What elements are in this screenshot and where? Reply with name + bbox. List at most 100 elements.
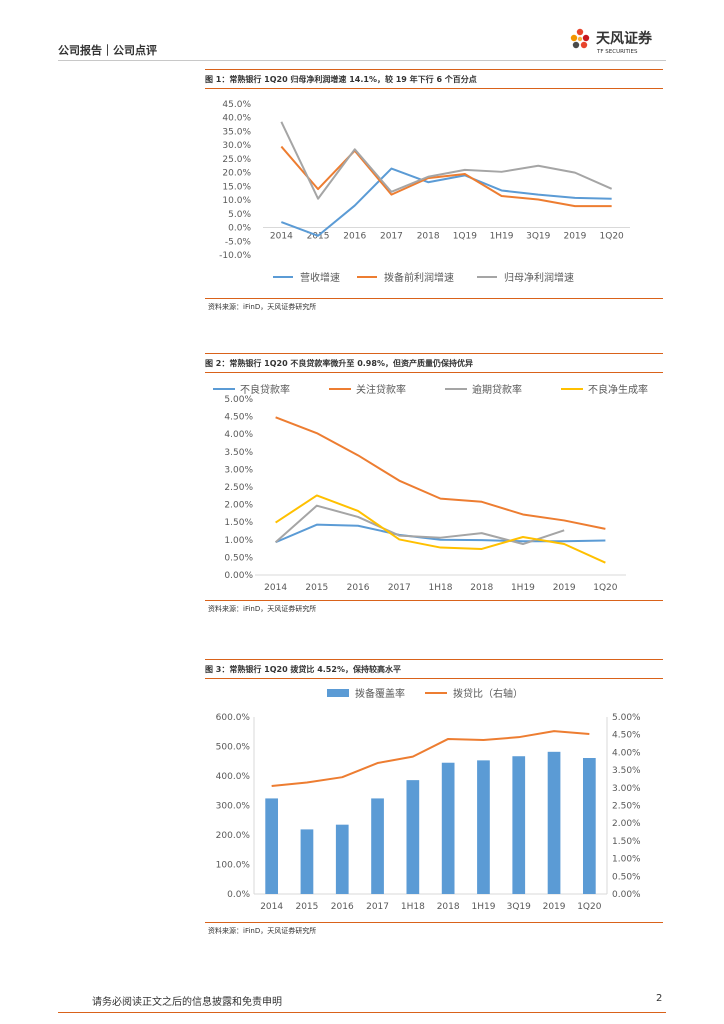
header-divider [58, 60, 666, 61]
x-tick-label: 1H19 [490, 232, 514, 242]
legend-label: 不良净生成率 [588, 383, 648, 396]
chart-3: 600.0% 500.0% 400.0% 300.0% 200.0% 100.0% 0.0%… [216, 687, 641, 912]
y-tick-label: 1.00% [224, 536, 253, 546]
x-tick-label: 2017 [366, 902, 389, 912]
y-tick-label: 100.0% [216, 861, 251, 871]
series-line-3 [274, 504, 565, 546]
x-tick-label: 3Q19 [507, 902, 532, 912]
y-tick-label: 15.0% [222, 182, 251, 192]
y-tick-label: 2.50% [224, 483, 253, 493]
y2-tick-label: 4.00% [612, 748, 641, 758]
y-tick-label: 0.00% [224, 571, 253, 581]
y-tick-label: 4.00% [224, 430, 253, 440]
x-tick-label: 2019 [553, 583, 576, 593]
x-tick-label: 2015 [305, 583, 328, 593]
figure-3-title: 图 3：常熟银行 1Q20 拨贷比 4.52%，保持较高水平 [205, 659, 663, 679]
bar [406, 780, 420, 894]
figure-3-source: 资料来源：iFinD，天风证券研究所 [208, 927, 317, 935]
y-tick-label: 30.0% [222, 141, 251, 151]
y2-tick-label: 3.00% [612, 784, 641, 794]
series-line-2 [275, 416, 606, 530]
y-tick-label: -5.0% [225, 237, 252, 247]
y-tick-label: 400.0% [216, 772, 251, 782]
legend-label: 拨备覆盖率 [355, 687, 405, 700]
y-tick-label: 5.00% [224, 395, 253, 405]
y-tick-label: 0.50% [224, 553, 253, 563]
x-tick-label: 2017 [388, 583, 411, 593]
y2-tick-label: 5.00% [612, 713, 641, 723]
y-tick-label: 10.0% [222, 196, 251, 206]
x-tick-label: 1Q20 [593, 583, 618, 593]
logo-flower-icon [570, 28, 590, 49]
logo-brand-cn: 天风证券 [596, 30, 653, 47]
y-tick-label: 3.00% [224, 465, 253, 475]
y-tick-label: 0.0% [228, 224, 251, 234]
chart-2: 5.00% 4.50% 4.00% 3.50% 3.00% 2.50% 2.00% 1.50%… [213, 383, 648, 593]
series-line-4 [275, 494, 606, 564]
logo-brand-en: TF SECURITIES [596, 49, 638, 55]
y-tick-label: 300.0% [216, 802, 251, 812]
legend-label: 关注贷款率 [356, 383, 406, 396]
chart-1: 45.0% 40.0% 35.0% 30.0% 25.0% 20.0% 15.0% 10.0%… [219, 100, 630, 284]
y-tick-label: 0.0% [227, 890, 250, 900]
figure-1-source: 资料来源：iFinD，天风证券研究所 [208, 303, 317, 311]
x-tick-label: 1H19 [471, 902, 495, 912]
y-tick-label: 35.0% [222, 127, 251, 137]
y2-tick-label: 1.50% [612, 837, 641, 847]
y2-tick-label: 0.50% [612, 872, 641, 882]
x-tick-label: 1Q20 [577, 902, 602, 912]
legend-label: 营收增速 [300, 271, 340, 284]
footer-disclaimer: 请务必阅读正文之后的信息披露和免责申明 [92, 997, 282, 1008]
y-tick-label: 1.50% [224, 518, 253, 528]
y2-tick-label: 2.00% [612, 819, 641, 829]
x-tick-label: 1Q19 [453, 232, 478, 242]
bar [335, 824, 349, 894]
x-tick-label: 2018 [437, 902, 460, 912]
series-line-ratio [271, 730, 590, 788]
y-tick-label: 40.0% [222, 114, 251, 124]
x-tick-label: 2016 [331, 902, 354, 912]
x-tick-label: 2015 [295, 902, 318, 912]
x-tick-label: 2018 [417, 232, 440, 242]
figure-1-divider [205, 298, 663, 299]
x-tick-label: 2016 [343, 232, 366, 242]
x-tick-label: 2017 [380, 232, 403, 242]
figure-2-source: 资料来源：iFinD，天风证券研究所 [208, 605, 317, 613]
x-tick-label: 1Q20 [600, 232, 625, 242]
x-tick-label: 2019 [543, 902, 566, 912]
x-tick-label: 2019 [563, 232, 586, 242]
y-tick-label: -10.0% [219, 251, 251, 261]
footer-divider [58, 1012, 666, 1013]
y-tick-label: 5.0% [228, 210, 251, 220]
series-line-3 [280, 121, 613, 200]
page-number: 2 [656, 993, 663, 1004]
y2-tick-label: 3.50% [612, 766, 641, 776]
bar [582, 758, 596, 894]
bar [547, 751, 561, 894]
x-tick-label: 1H19 [511, 583, 535, 593]
legend-label: 不良贷款率 [240, 383, 290, 396]
series-line-1 [280, 167, 612, 237]
legend-label: 拨贷比（右轴） [453, 687, 523, 700]
legend-swatch [327, 689, 349, 697]
y-tick-label: 2.00% [224, 501, 253, 511]
y-tick-label: 600.0% [216, 713, 251, 723]
bar [300, 829, 314, 894]
bar [477, 760, 490, 894]
figure-3-divider [205, 922, 663, 923]
legend-label: 拨备前利润增速 [384, 271, 454, 284]
bar [265, 798, 279, 894]
y-tick-label: 3.50% [224, 448, 253, 458]
y-tick-label: 45.0% [222, 100, 251, 110]
x-tick-label: 2014 [270, 232, 293, 242]
x-tick-label: 2014 [264, 583, 287, 593]
y-tick-label: 25.0% [222, 155, 251, 165]
y2-tick-label: 1.00% [612, 855, 641, 865]
x-tick-label: 2016 [347, 583, 370, 593]
x-tick-label: 1H18 [401, 902, 425, 912]
y2-tick-label: 0.00% [612, 890, 641, 900]
report-type-label: 公司报告｜公司点评 [58, 44, 157, 57]
figure-2-divider [205, 600, 663, 601]
figure-2-title: 图 2：常熟银行 1Q20 不良贷款率微升至 0.98%，但资产质量仍保持优异 [205, 353, 663, 373]
legend-label: 逾期贷款率 [472, 383, 522, 396]
